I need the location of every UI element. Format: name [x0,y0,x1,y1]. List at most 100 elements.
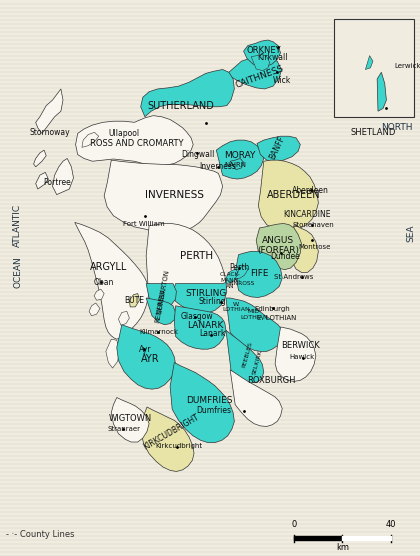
Text: Fort William: Fort William [123,221,165,226]
Text: 40: 40 [386,520,396,529]
Text: ABERDEEN: ABERDEEN [267,190,321,200]
Text: Perth: Perth [229,264,249,272]
Text: ATLANTIC: ATLANTIC [13,203,22,247]
Text: OCEAN: OCEAN [13,256,22,289]
Polygon shape [146,224,226,307]
Text: ROSS AND CROMARTY: ROSS AND CROMARTY [90,139,183,148]
Polygon shape [118,311,129,325]
Text: Oban: Oban [94,278,114,287]
Text: Edinburgh: Edinburgh [254,306,290,311]
Polygon shape [292,225,318,272]
Text: MID-
LOTHIAN: MID- LOTHIAN [240,309,268,320]
Polygon shape [258,160,318,231]
Text: E. LOTHIAN: E. LOTHIAN [257,315,296,321]
Text: km: km [336,543,349,553]
Text: INVERNESS: INVERNESS [145,190,204,200]
Text: WIGTOWN: WIGTOWN [109,414,152,423]
Polygon shape [89,303,100,316]
Bar [334,19,414,117]
Text: Montrose: Montrose [298,244,331,250]
Polygon shape [226,269,239,284]
Polygon shape [111,398,149,442]
Text: Lanark: Lanark [199,329,225,338]
Text: LANARK: LANARK [188,321,224,330]
Polygon shape [172,282,227,312]
Text: Portree: Portree [43,178,71,187]
Polygon shape [244,40,281,67]
Polygon shape [34,150,46,167]
Polygon shape [216,140,264,179]
Text: MORAY: MORAY [225,151,256,160]
Text: - ·- County Lines: - ·- County Lines [6,530,75,539]
Text: NORTH: NORTH [381,123,412,132]
Text: St Andrews: St Andrews [274,274,314,280]
Text: AYR: AYR [141,354,160,364]
Text: Ullapool: Ullapool [108,129,139,138]
Text: Aberdeen: Aberdeen [292,186,329,195]
Text: Kilmarnock: Kilmarnock [139,330,178,335]
Text: 0: 0 [291,520,297,529]
Text: BERWICK: BERWICK [281,341,320,350]
Text: Stornoway: Stornoway [29,128,70,137]
Text: Dundee: Dundee [270,252,299,261]
Text: SELKIRK: SELKIRK [251,350,263,375]
Text: KINCARDINE: KINCARDINE [283,210,331,219]
Polygon shape [94,289,104,300]
Text: Stranraer: Stranraer [108,426,141,432]
Polygon shape [174,306,226,349]
Text: FIFE: FIFE [250,269,269,278]
Text: NAIRN: NAIRN [224,162,246,167]
Text: W.
LOTHIAN: W. LOTHIAN [222,301,250,312]
Text: PERTH: PERTH [180,251,213,261]
Text: Wick: Wick [273,76,291,85]
Polygon shape [82,132,99,147]
Polygon shape [226,298,282,351]
Text: CLACK-
MANN-
AN: CLACK- MANN- AN [220,272,241,289]
Text: ARGYLL: ARGYLL [90,262,127,272]
Text: KINROSS: KINROSS [228,281,255,286]
Text: DUMBARTON: DUMBARTON [156,269,170,315]
Polygon shape [235,251,282,297]
Text: Kirkwall: Kirkwall [257,53,287,62]
Text: Stonehaven: Stonehaven [292,222,334,228]
Polygon shape [275,327,316,381]
Polygon shape [257,136,300,161]
Polygon shape [36,172,48,189]
Text: KIRKCUDBRIGHT: KIRKCUDBRIGHT [142,413,201,452]
Polygon shape [104,160,223,234]
Polygon shape [141,70,234,117]
Text: DUMFRIES: DUMFRIES [186,396,232,405]
Polygon shape [226,330,264,383]
Polygon shape [106,339,120,368]
Text: RENFREW: RENFREW [155,289,166,323]
Text: SHETLAND: SHETLAND [350,128,396,137]
Polygon shape [141,407,194,471]
Polygon shape [36,89,63,133]
Polygon shape [227,58,281,89]
Polygon shape [129,294,139,307]
Text: CAITHNESS: CAITHNESS [234,64,285,90]
Text: SUTHERLAND: SUTHERLAND [147,101,214,111]
Text: Lerwick: Lerwick [394,63,420,68]
Polygon shape [117,325,176,389]
Polygon shape [230,158,244,170]
Polygon shape [251,54,270,71]
Polygon shape [235,266,248,279]
Text: ANGUS
(FORFAR): ANGUS (FORFAR) [257,236,299,255]
Polygon shape [146,298,176,325]
Text: Hawick: Hawick [290,354,315,360]
Text: BANFF: BANFF [268,134,286,161]
Polygon shape [230,370,282,426]
Polygon shape [377,72,386,111]
Text: ORKNEY: ORKNEY [247,46,281,54]
Polygon shape [170,363,234,443]
Text: SEA: SEA [406,225,415,242]
Text: Kirkcudbright: Kirkcudbright [155,443,202,449]
Polygon shape [76,116,193,166]
Text: STIRLING: STIRLING [185,289,226,298]
Polygon shape [52,158,74,195]
Text: PEEBLES: PEEBLES [242,341,254,369]
Polygon shape [365,56,373,70]
Polygon shape [75,222,149,339]
Polygon shape [256,224,302,270]
